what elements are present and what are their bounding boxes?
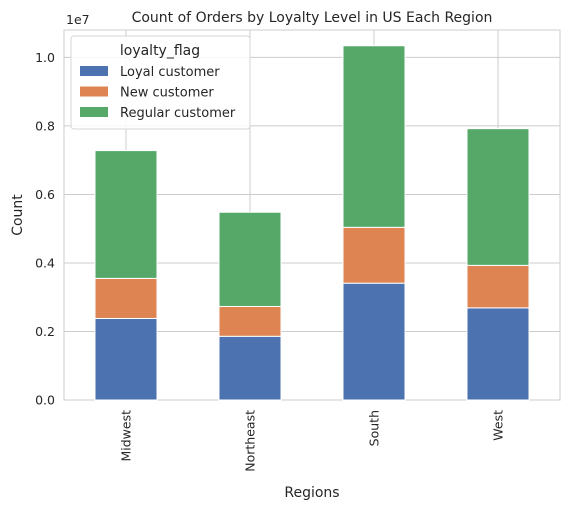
legend-swatch <box>80 86 108 97</box>
bar-segment <box>466 264 530 309</box>
y-tick-label: 0.0 <box>35 393 55 408</box>
bar-segment <box>218 305 282 337</box>
legend-items: Loyal customer New customer Regular custom… <box>80 65 236 121</box>
x-tick-label: West <box>491 410 506 441</box>
legend: loyalty_flag Loyal customer New customer R… <box>70 35 251 130</box>
bar-segment <box>342 45 406 228</box>
legend-label: Loyal customer <box>120 65 220 80</box>
chart-title: Count of Orders by Loyalty Level in US E… <box>132 10 493 26</box>
bar-segment <box>342 226 406 284</box>
bar-segment <box>342 282 406 401</box>
y-tick-label: 0.4 <box>35 255 55 270</box>
legend-box <box>70 35 251 130</box>
bar-segment <box>94 317 158 401</box>
x-tick-label: South <box>367 410 382 446</box>
legend-swatch <box>80 66 108 76</box>
x-axis-label: Regions <box>284 485 339 501</box>
y-tick-labels: 0.0 0.2 0.4 0.6 0.8 1.0 <box>35 50 55 408</box>
legend-title: loyalty_flag <box>120 43 200 59</box>
x-tick-label: Northeast <box>243 410 258 472</box>
y-tick-label: 0.8 <box>35 118 55 133</box>
legend-label: Regular customer <box>120 106 236 121</box>
bar-segment <box>94 277 158 319</box>
y-axis-label: Count <box>10 194 26 236</box>
legend-swatch <box>80 107 108 117</box>
x-tick-label: Midwest <box>119 410 134 462</box>
scale-label: 1e7 <box>66 12 90 27</box>
bar-segment <box>94 150 158 279</box>
bar-segment <box>466 128 530 266</box>
bar-segment <box>466 307 530 401</box>
bar-segment <box>218 211 282 307</box>
y-tick-label: 0.2 <box>35 324 55 339</box>
y-tick-label: 1.0 <box>35 50 55 65</box>
bar-segment <box>218 335 282 401</box>
x-tick-labels: Midwest Northeast South West <box>119 410 506 472</box>
bars <box>94 45 530 401</box>
legend-label: New customer <box>120 86 214 101</box>
y-tick-label: 0.6 <box>35 187 55 202</box>
